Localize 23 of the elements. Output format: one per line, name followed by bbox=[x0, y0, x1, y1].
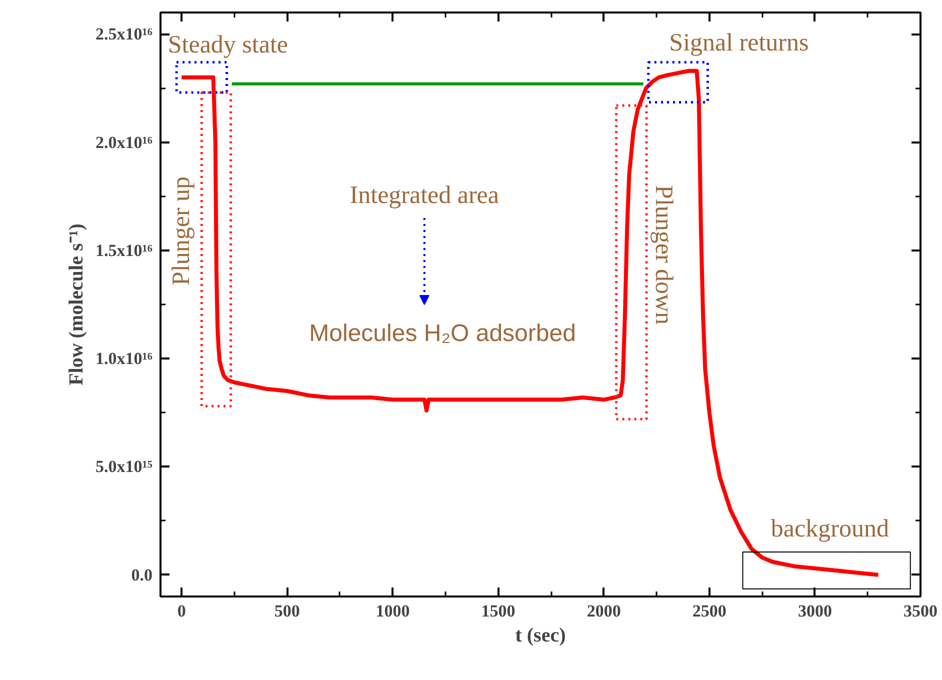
x-tick-label: 2500 bbox=[692, 602, 726, 620]
x-tick-label: 3500 bbox=[904, 602, 938, 620]
y-tick-label: 2.5x10¹⁶ bbox=[96, 24, 153, 44]
y-tick-label: 2.0x10¹⁶ bbox=[96, 132, 153, 152]
y-tick-label: 0.0 bbox=[131, 565, 152, 584]
x-axis-title: t (sec) bbox=[515, 624, 566, 646]
annotation: Plunger down bbox=[650, 184, 677, 326]
y-tick-label: 1.0x10¹⁶ bbox=[96, 349, 153, 368]
x-tick-label: 2000 bbox=[586, 602, 621, 620]
annotation: Integrated area bbox=[350, 182, 499, 209]
annotation: Plunger up bbox=[168, 176, 196, 286]
x-tick-label: 3000 bbox=[798, 602, 832, 620]
x-tick-label: 500 bbox=[274, 602, 300, 620]
y-tick-label: 5.0x10¹⁵ bbox=[96, 457, 153, 476]
y-axis-title: Flow (molecule s⁻¹) bbox=[66, 224, 88, 386]
annotation: Molecules H₂O adsorbed bbox=[309, 320, 576, 348]
x-tick-label: 1000 bbox=[376, 602, 410, 620]
x-tick-label: 0 bbox=[177, 602, 186, 620]
annotation: Signal returns bbox=[669, 29, 809, 56]
annotation: Steady state bbox=[168, 31, 288, 58]
y-tick-label: 1.5x10¹⁶ bbox=[96, 240, 153, 260]
x-tick-label: 1500 bbox=[481, 602, 516, 620]
annotation: background bbox=[770, 515, 890, 542]
